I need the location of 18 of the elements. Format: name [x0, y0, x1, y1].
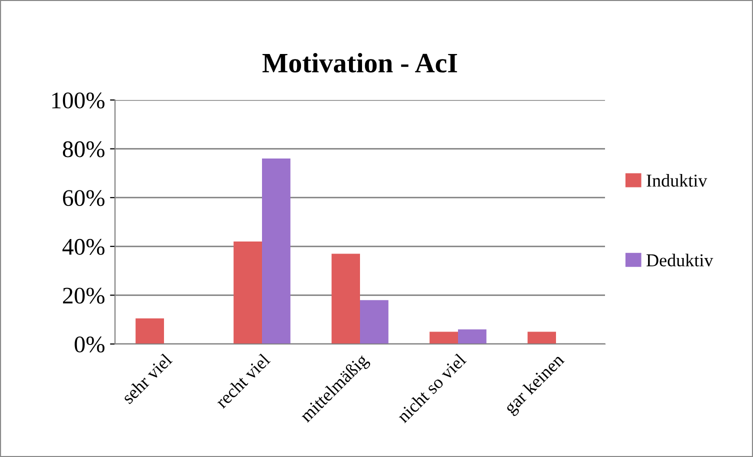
- y-tick-label: 100%: [52, 92, 104, 108]
- bar: [430, 332, 458, 344]
- y-tick-label: 40%: [62, 238, 104, 255]
- bar: [234, 242, 262, 344]
- x-tick-label: sehr viel: [120, 352, 173, 404]
- bar: [136, 318, 164, 344]
- bar: [458, 329, 486, 344]
- legend-label: Induktiv: [646, 174, 708, 187]
- bar: [332, 254, 360, 344]
- y-tick-label: 60%: [63, 190, 104, 206]
- bar: [528, 332, 556, 344]
- y-tick-label: 20%: [63, 288, 104, 304]
- y-tick-label: 80%: [62, 141, 104, 158]
- bar: [262, 158, 290, 344]
- y-tick-label: 0%: [74, 336, 104, 352]
- bar: [360, 300, 388, 344]
- chart-title: Motivation - AcI: [262, 52, 458, 72]
- legend-label: Deduktiv: [646, 254, 714, 266]
